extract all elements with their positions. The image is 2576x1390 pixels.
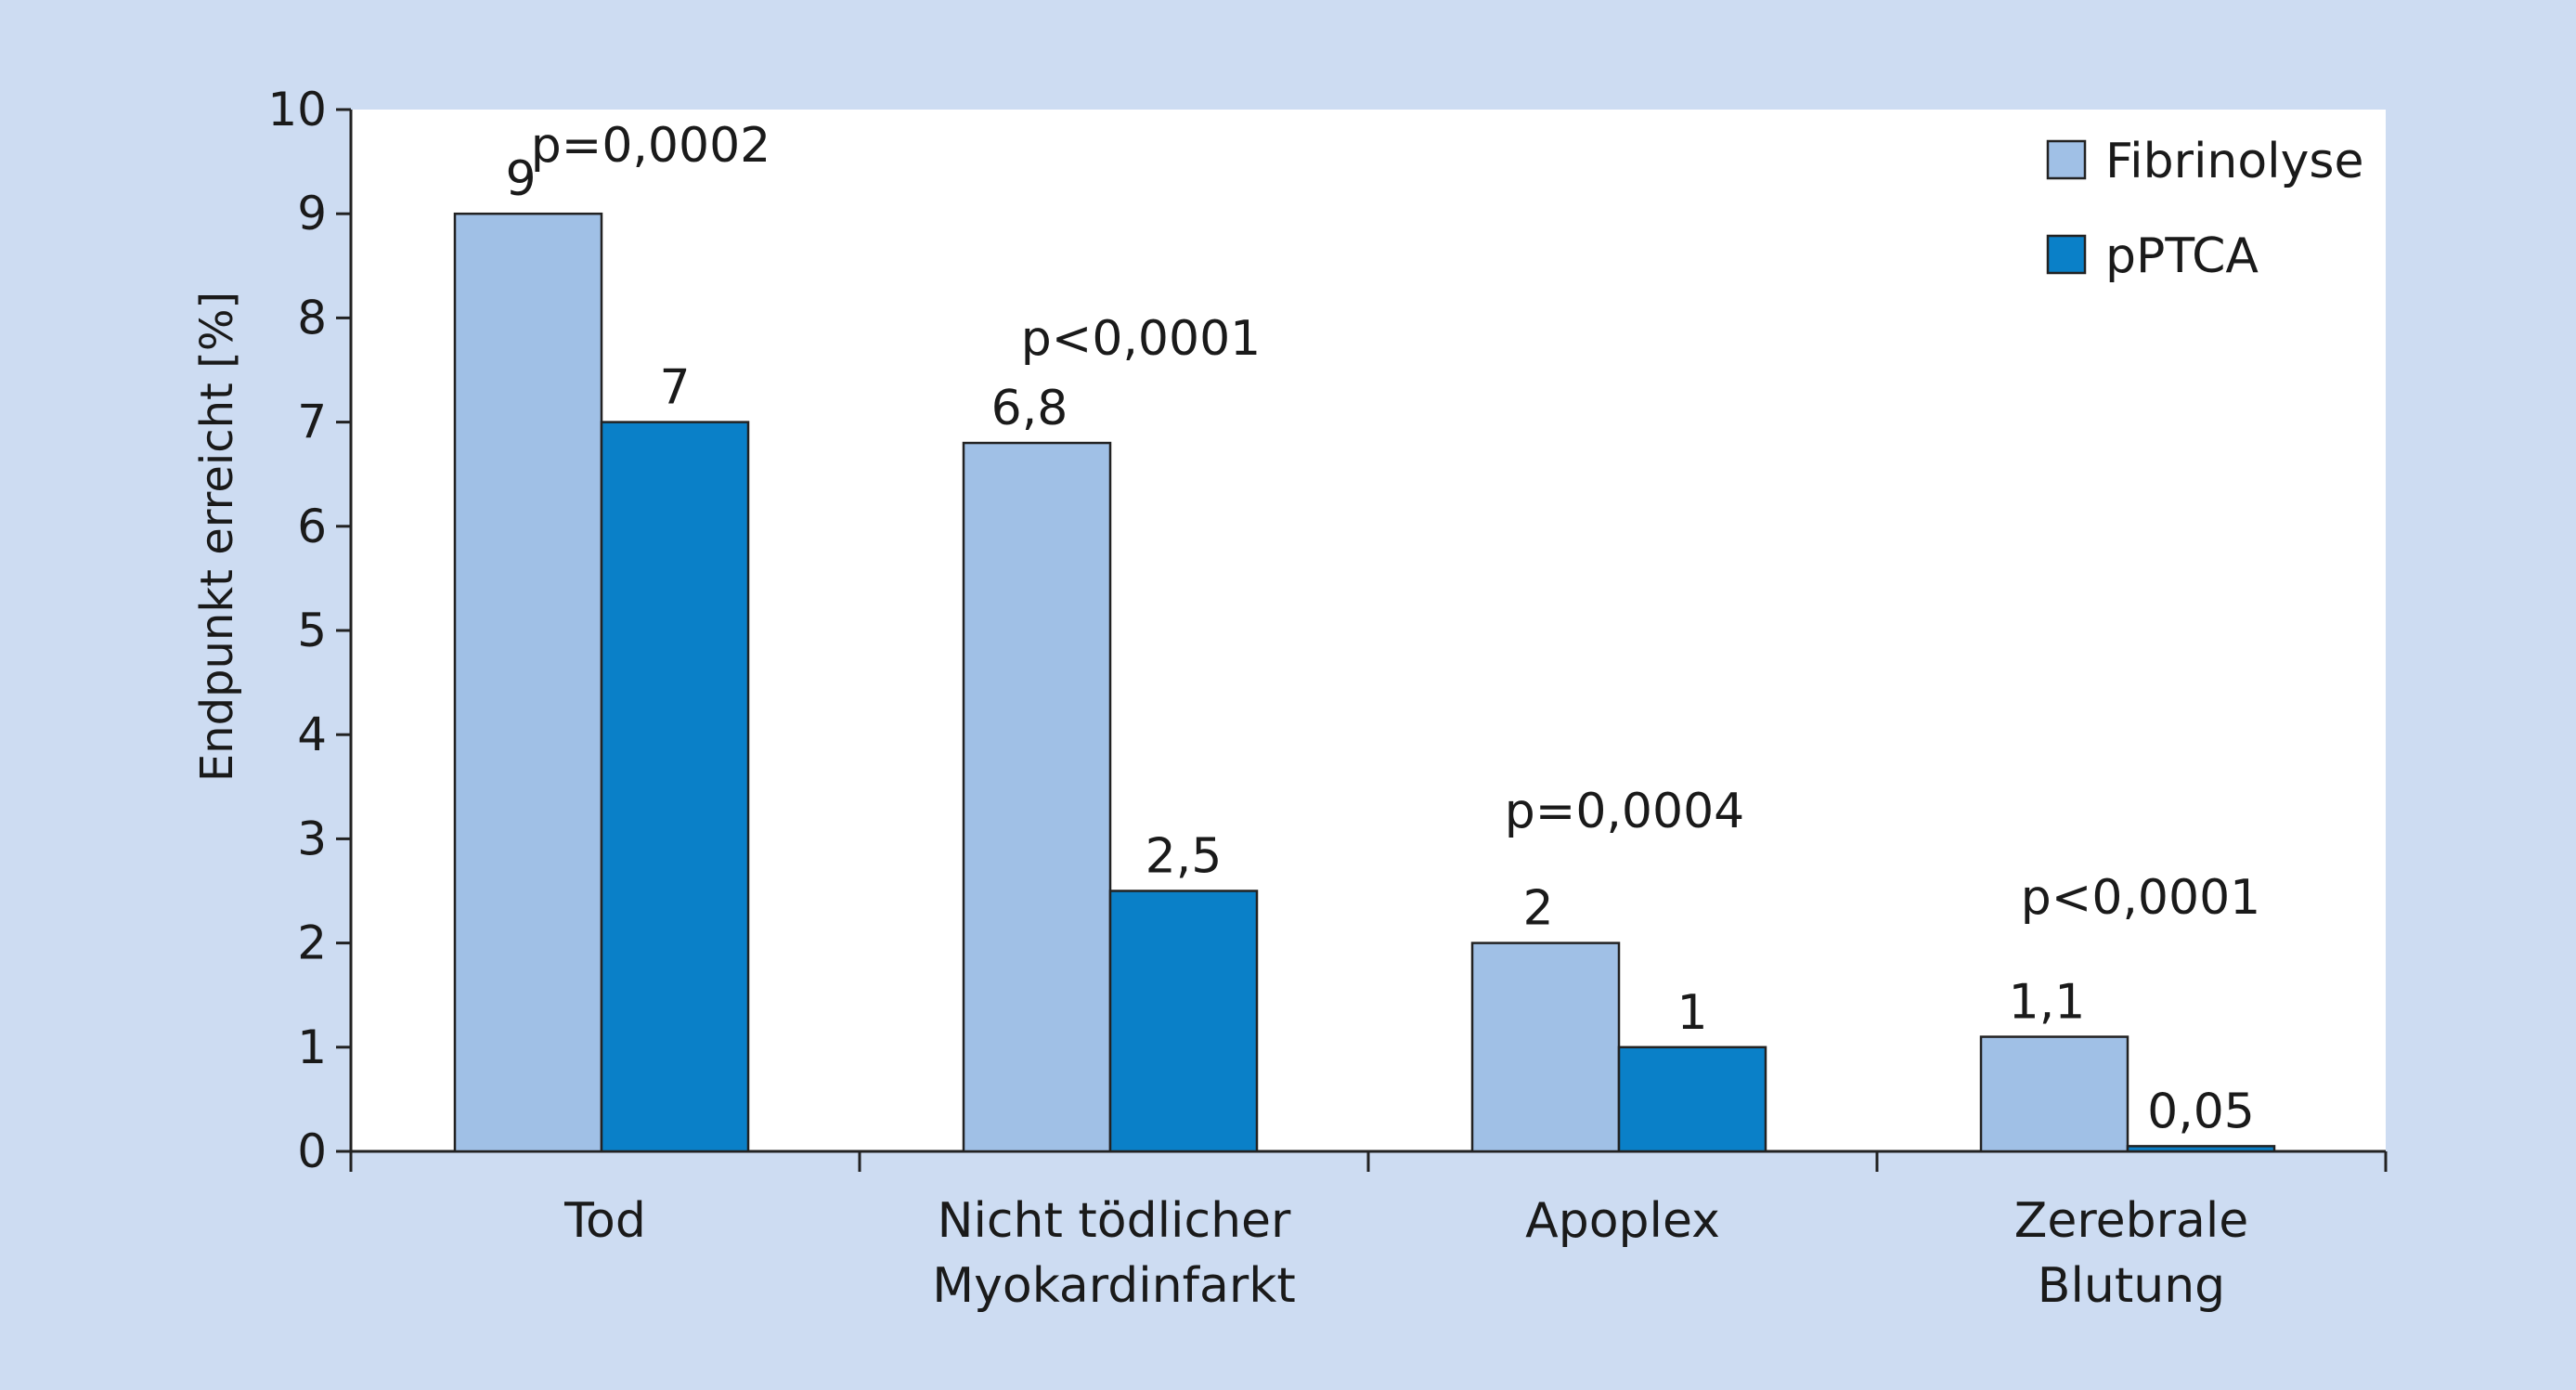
y-tick-label: 8 (297, 291, 327, 344)
y-tick-label: 0 (297, 1124, 327, 1178)
y-tick-label: 3 (297, 812, 327, 865)
bar-value-label: 1 (1676, 985, 1707, 1041)
category-label: Tod (563, 1193, 646, 1249)
bar-value-label: 2 (1522, 881, 1553, 937)
bar-fibrinolyse (1470, 942, 1621, 1153)
y-tick-label: 10 (267, 83, 327, 136)
bar-value-label: 1,1 (2009, 975, 2086, 1031)
category-label: Nicht tödlicher (938, 1193, 1291, 1249)
p-value-annotation: p=0,0002 (531, 118, 771, 174)
p-value-annotation: p<0,0001 (2021, 870, 2261, 926)
y-tick-label: 6 (297, 500, 327, 553)
y-tick-label: 5 (297, 604, 327, 657)
y-tick-label: 9 (297, 187, 327, 240)
y-axis-title: Endpunkt erreicht [%] (191, 292, 243, 782)
bar-pptca (2126, 1145, 2276, 1153)
bar-fibrinolyse (453, 212, 603, 1153)
category-label: Zerebrale (2014, 1193, 2249, 1249)
p-value-annotation: p=0,0004 (1505, 784, 1745, 839)
y-tick-label: 1 (297, 1020, 327, 1074)
bar-value-label: 2,5 (1146, 829, 1223, 885)
legend-swatch (2046, 139, 2087, 180)
bar-fibrinolyse (962, 441, 1112, 1153)
y-tick-label: 4 (297, 708, 327, 761)
legend-label: pPTCA (2105, 228, 2259, 284)
y-tick-label: 7 (297, 396, 327, 449)
bar-value-label: 0,05 (2147, 1084, 2255, 1139)
category-label: Blutung (2038, 1258, 2225, 1314)
bar-value-label: 6,8 (991, 381, 1068, 436)
legend-label: Fibrinolyse (2105, 134, 2363, 189)
bar-value-label: 7 (659, 360, 690, 416)
category-label: Myokardinfarkt (932, 1258, 1295, 1314)
p-value-annotation: p<0,0001 (1021, 311, 1262, 367)
bar-fibrinolyse (1979, 1035, 2129, 1153)
bar-pptca (1617, 1046, 1767, 1153)
legend-swatch (2046, 234, 2087, 275)
y-tick-label: 2 (297, 916, 327, 970)
bar-pptca (1108, 890, 1259, 1153)
bar-pptca (600, 421, 750, 1153)
category-label: Apoplex (1525, 1193, 1720, 1249)
bar-value-label: 9 (505, 151, 536, 207)
